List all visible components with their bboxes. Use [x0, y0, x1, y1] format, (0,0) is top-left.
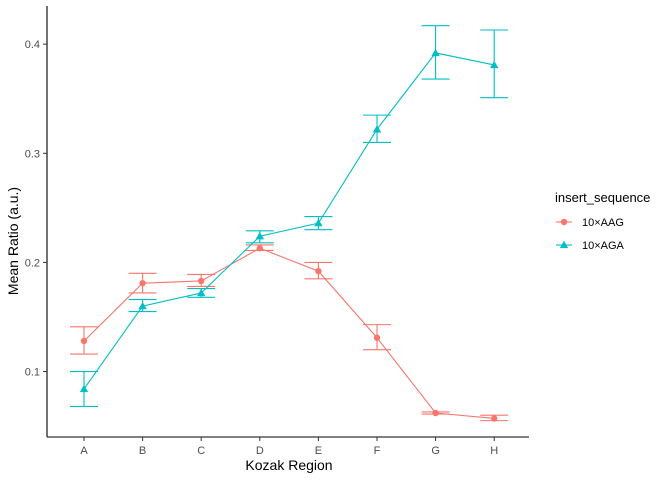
data-point: [373, 334, 381, 341]
legend: insert_sequence 10×AAG 10×AGA: [555, 190, 650, 252]
y-tick-label: 0.2: [25, 257, 40, 269]
x-tick-label: H: [490, 445, 498, 457]
series-line: [83, 247, 495, 419]
data-point: [372, 125, 382, 133]
data-point: [314, 218, 323, 227]
legend-title: insert_sequence: [555, 190, 650, 205]
x-tick-label: F: [374, 445, 381, 457]
data-point: [431, 48, 440, 57]
data-point: [256, 245, 263, 252]
legend-item: 10×AGA: [556, 240, 625, 252]
data-point: [491, 415, 498, 422]
data-point: [79, 384, 89, 393]
data-point: [432, 409, 439, 417]
data-point: [197, 288, 206, 297]
y-tick-label: 0.3: [25, 148, 40, 160]
legend-key-marker: [560, 218, 568, 226]
plot-area: [70, 25, 509, 422]
data-point: [315, 267, 322, 275]
data-point: [80, 337, 88, 345]
series-line: [83, 52, 495, 390]
axes: 0.1 0.2 0.3 0.4 A B C D E F G H: [25, 6, 529, 457]
legend-key-marker: [559, 240, 569, 249]
x-tick-label: D: [256, 445, 264, 457]
x-tick-label: B: [139, 445, 146, 457]
series-1: [70, 244, 509, 422]
x-axis-title: Kozak Region: [245, 457, 332, 473]
x-tick-label: E: [315, 445, 322, 457]
y-tick-label: 0.4: [25, 39, 40, 51]
x-tick-label: C: [197, 445, 205, 457]
series-2: [70, 25, 509, 407]
x-tick-label: G: [431, 445, 440, 457]
data-point: [198, 277, 205, 285]
data-point: [138, 301, 147, 310]
data-point: [490, 60, 499, 69]
data-point: [255, 232, 264, 240]
data-point: [139, 279, 146, 287]
x-tick-label: A: [80, 445, 88, 457]
legend-label: 10×AGA: [582, 240, 625, 252]
legend-item: 10×AAG: [556, 217, 624, 229]
legend-label: 10×AAG: [582, 217, 624, 229]
y-tick-label: 0.1: [25, 367, 40, 379]
y-axis-title: Mean Ratio (a.u.): [5, 187, 21, 295]
